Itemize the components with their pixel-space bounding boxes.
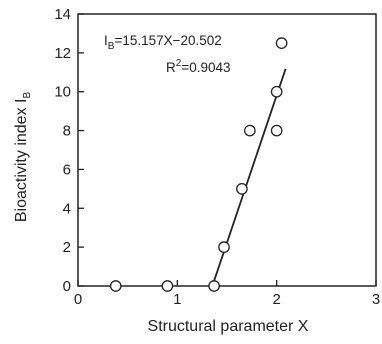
data-point: [275, 37, 288, 49]
data-points: [109, 37, 288, 292]
y-tick-label: 2: [63, 239, 71, 256]
equation-annotation: IB=15.157X−20.502: [104, 33, 222, 52]
axes: [77, 13, 377, 287]
x-tick-label: 1: [173, 291, 181, 308]
x-tick-label: 3: [372, 291, 380, 308]
data-point: [236, 183, 248, 195]
y-tick-label: 4: [63, 200, 71, 217]
y-axis-label: Bioactivity index IB: [13, 92, 33, 223]
x-tick-label: 0: [74, 291, 82, 308]
data-point: [218, 241, 230, 253]
y-tick-label: 10: [54, 84, 71, 101]
x-tick-label: 2: [272, 291, 280, 308]
y-tick-label: 8: [63, 123, 71, 140]
tick-marks: [77, 13, 377, 287]
data-point: [208, 280, 220, 292]
y-tick-label: 14: [54, 6, 71, 23]
data-point: [161, 280, 174, 292]
plot-frame: [77, 13, 377, 287]
data-point: [270, 85, 283, 98]
data-point: [109, 280, 122, 292]
y-tick-label: 0: [63, 278, 71, 295]
x-axis-label: Structural parameter X: [148, 318, 309, 335]
y-tick-label: 12: [54, 45, 71, 62]
r-squared-annotation: R2=0.9043: [166, 58, 231, 75]
data-point: [270, 124, 283, 137]
data-point: [243, 124, 256, 137]
y-tick-label: 6: [63, 161, 71, 178]
